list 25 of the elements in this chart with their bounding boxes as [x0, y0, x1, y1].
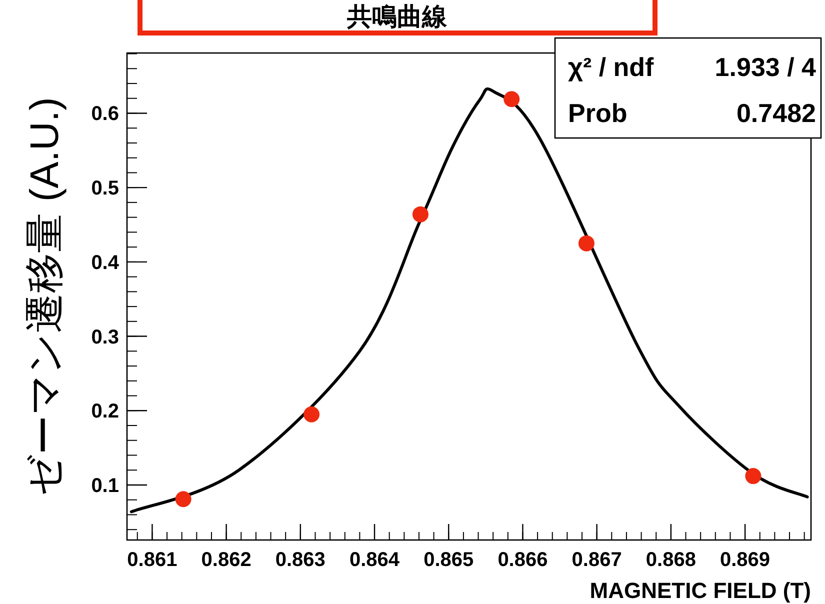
- point: [412, 206, 428, 222]
- x-tick-label: 0.863: [275, 549, 326, 571]
- x-axis-title: MAGNETIC FIELD (T): [590, 578, 811, 603]
- x-tick-label: 0.864: [349, 549, 400, 571]
- point: [504, 91, 520, 108]
- x-tick-label: 0.867: [572, 549, 622, 571]
- y-tick-label: 0.5: [91, 178, 119, 200]
- y-tick-label: 0.4: [91, 252, 120, 274]
- x-tick-label: 0.869: [720, 549, 770, 571]
- y-tick-label: 0.6: [91, 103, 119, 126]
- y-tick-label: 0.2: [91, 400, 119, 423]
- x-tick-label: 0.865: [424, 549, 474, 571]
- chart-title: 共鳴曲線: [346, 3, 448, 31]
- x-tick-label: 0.866: [498, 549, 548, 571]
- y-tick-label: 0.1: [91, 474, 119, 497]
- y-tick-label: 0.3: [91, 326, 119, 348]
- y-axis-title: ゼーマン遷移量 (A.U.): [23, 97, 67, 496]
- point: [175, 491, 192, 508]
- x-tick-label: 0.861: [127, 549, 178, 571]
- x-tick-label: 0.862: [201, 549, 252, 571]
- picture-stats-box: χ² / ndf 1.933 / 4 Prob 0.7482: [554, 37, 822, 139]
- point: [578, 235, 594, 252]
- point: [745, 468, 762, 484]
- x-tick-label: 0.868: [646, 549, 696, 571]
- point: [304, 406, 320, 422]
